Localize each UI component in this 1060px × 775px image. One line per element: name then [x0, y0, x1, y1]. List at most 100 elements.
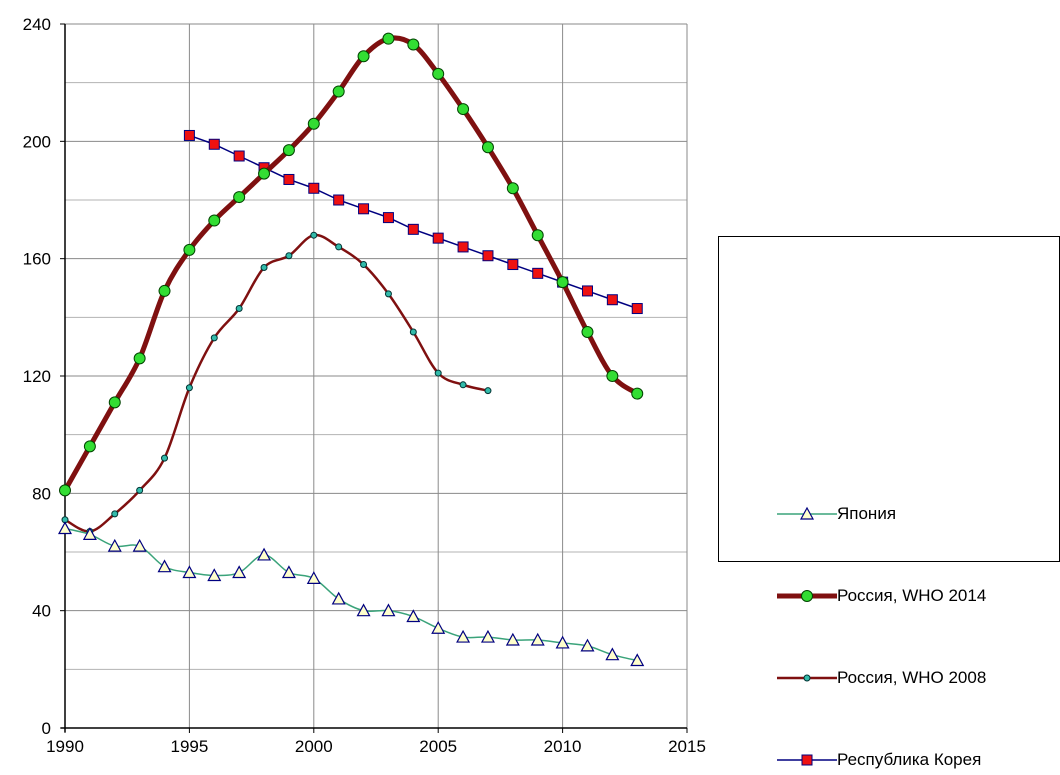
legend-item-series-1: Россия, WHO 2014: [719, 581, 1059, 611]
data-point-series-1: [108, 396, 121, 409]
data-point-series-1: [208, 214, 221, 227]
data-point-series-1: [556, 276, 569, 289]
data-point-series-0: [57, 521, 73, 535]
data-point-series-1: [407, 38, 420, 51]
legend-swatch-series-3: [777, 754, 837, 766]
legend-label-series-2: Россия, WHO 2008: [837, 668, 987, 687]
data-point-series-0: [605, 647, 620, 661]
data-point-series-1: [332, 85, 345, 98]
data-point-series-0: [82, 527, 97, 541]
data-point-series-2: [235, 305, 243, 313]
x-tick-label: 1990: [46, 737, 84, 756]
data-point-series-1: [83, 440, 96, 453]
data-point-series-0: [132, 538, 147, 552]
data-point-series-0: [182, 565, 197, 579]
data-point-series-3: [183, 129, 195, 141]
data-point-series-3: [457, 241, 469, 253]
y-tick-label: 120: [23, 367, 51, 386]
data-point-series-0: [356, 603, 371, 617]
data-point-series-3: [482, 250, 494, 262]
data-point-series-2: [111, 510, 119, 518]
data-point-series-2: [210, 334, 218, 342]
data-point-series-3: [358, 203, 370, 215]
data-point-series-2: [459, 381, 467, 389]
data-point-series-0: [207, 568, 222, 582]
data-point-series-0: [580, 638, 595, 652]
legend-label-series-3: Республика Корея: [837, 750, 982, 769]
data-point-series-3: [432, 232, 444, 244]
data-point-series-2: [360, 261, 368, 269]
data-point-series-1: [357, 50, 370, 63]
data-point-series-1: [59, 484, 71, 497]
legend-item-series-2: Россия, WHO 2008: [719, 663, 1059, 693]
series-line-3: [188, 134, 638, 310]
legend-label-series-0: Япония: [837, 504, 897, 523]
legend-swatch-marker: [803, 674, 811, 682]
data-point-series-2: [185, 384, 193, 392]
data-point-series-3: [308, 182, 320, 194]
data-point-series-1: [481, 141, 494, 154]
data-point-series-2: [434, 369, 442, 377]
data-point-series-0: [107, 538, 122, 552]
data-point-series-3: [532, 267, 544, 279]
x-tick-label: 2000: [295, 737, 333, 756]
y-tick-label: 200: [23, 132, 51, 151]
data-point-series-0: [530, 632, 545, 646]
data-point-series-0: [331, 591, 346, 605]
legend-item-series-3: Республика Корея: [719, 745, 1059, 775]
y-tick-label: 40: [32, 602, 51, 621]
data-point-series-0: [232, 565, 247, 579]
chart-legend: Япония Россия, WHO 2014 Россия, WHO 2008…: [718, 236, 1060, 769]
data-point-series-3: [581, 285, 593, 297]
data-point-series-1: [382, 32, 395, 45]
data-point-series-2: [484, 387, 492, 395]
x-tick-label: 2015: [668, 737, 706, 756]
data-point-series-1: [158, 284, 171, 297]
data-point-series-3: [606, 294, 618, 306]
data-point-series-1: [133, 352, 146, 365]
y-tick-label: 240: [23, 15, 51, 34]
data-point-series-0: [431, 621, 446, 634]
data-point-series-0: [456, 629, 471, 643]
data-point-series-0: [157, 559, 172, 573]
data-point-series-0: [480, 629, 495, 643]
data-point-series-2: [161, 454, 169, 462]
legend-swatch-series-2: [777, 674, 837, 682]
data-point-series-0: [630, 653, 645, 667]
data-point-series-1: [183, 243, 196, 256]
data-point-series-1: [631, 387, 644, 400]
data-point-series-0: [381, 603, 396, 617]
data-point-series-2: [409, 328, 417, 336]
data-point-series-3: [631, 303, 643, 315]
y-tick-label: 0: [42, 719, 51, 738]
data-point-series-3: [382, 212, 394, 224]
data-point-series-0: [281, 565, 296, 579]
data-point-series-3: [208, 138, 220, 150]
legend-item-series-0: Япония: [719, 499, 1059, 529]
series-line-0: [64, 527, 638, 662]
data-point-series-1: [307, 117, 320, 130]
data-point-series-2: [260, 263, 268, 271]
data-point-series-2: [310, 231, 318, 239]
legend-swatch-marker: [799, 506, 815, 520]
data-point-series-0: [555, 635, 570, 649]
x-tick-label: 1995: [170, 737, 208, 756]
data-point-series-2: [384, 290, 392, 298]
data-point-series-3: [233, 150, 245, 162]
data-point-series-1: [282, 144, 295, 157]
data-point-series-2: [285, 252, 293, 260]
data-point-series-2: [136, 486, 144, 494]
data-point-series-1: [233, 191, 246, 204]
series-line-1: [62, 35, 640, 493]
x-tick-label: 2010: [544, 737, 582, 756]
data-point-series-3: [333, 194, 345, 206]
data-point-series-0: [257, 547, 272, 561]
legend-label-series-1: Россия, WHO 2014: [837, 586, 987, 605]
data-point-series-1: [432, 67, 445, 80]
data-point-series-1: [457, 103, 470, 116]
y-tick-label: 80: [32, 484, 51, 503]
data-point-series-1: [258, 167, 271, 180]
data-point-series-1: [506, 182, 519, 195]
legend-swatch-marker: [801, 754, 813, 766]
